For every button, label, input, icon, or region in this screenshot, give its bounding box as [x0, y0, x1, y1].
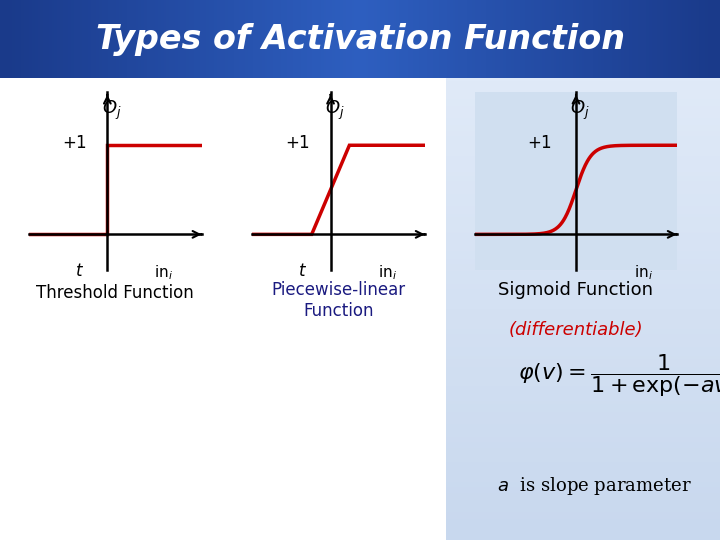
Text: $O_j$: $O_j$ [102, 99, 122, 122]
Text: $O_j$: $O_j$ [325, 99, 345, 122]
Text: Threshold Function: Threshold Function [36, 284, 194, 301]
Text: $t$: $t$ [75, 263, 84, 280]
Text: $\mathrm{in}_i$: $\mathrm{in}_i$ [634, 263, 653, 281]
Text: $+1$: $+1$ [285, 134, 310, 152]
Text: $\varphi(v) = \dfrac{1}{1+\exp(-av)}$: $\varphi(v) = \dfrac{1}{1+\exp(-av)}$ [518, 352, 720, 399]
Text: Types of Activation Function: Types of Activation Function [96, 23, 624, 56]
Text: $\mathrm{in}_i$: $\mathrm{in}_i$ [377, 263, 397, 281]
Text: $+1$: $+1$ [528, 134, 552, 152]
Text: (differentiable): (differentiable) [509, 321, 643, 339]
Text: Sigmoid Function: Sigmoid Function [498, 281, 654, 299]
Text: $\mathrm{in}_i$: $\mathrm{in}_i$ [154, 263, 174, 281]
Text: $a$  is slope parameter: $a$ is slope parameter [497, 475, 691, 497]
Text: $+1$: $+1$ [62, 134, 87, 152]
Text: $O_j$: $O_j$ [570, 99, 590, 122]
Text: $t$: $t$ [298, 263, 307, 280]
Text: Piecewise-linear
Function: Piecewise-linear Function [271, 281, 405, 320]
